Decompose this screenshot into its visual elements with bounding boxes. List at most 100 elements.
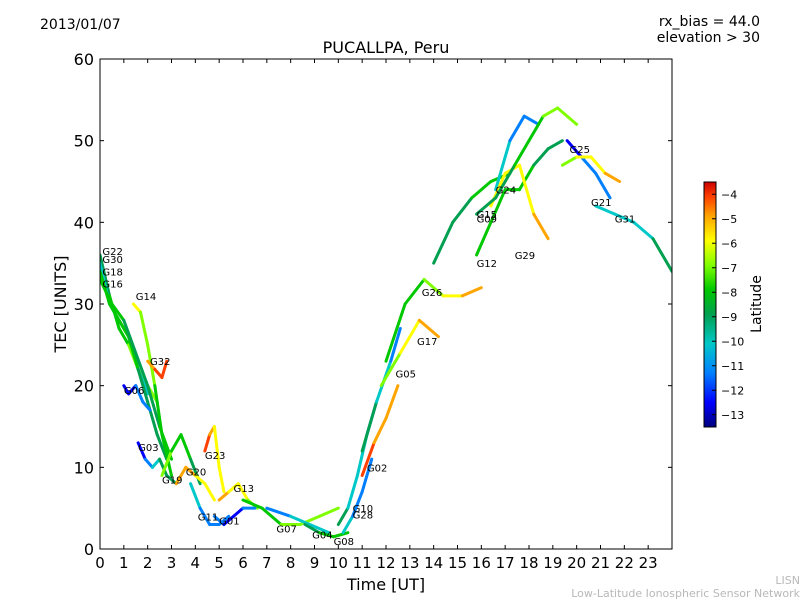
x-tick-label: 19: [543, 554, 562, 572]
series-segment: [389, 327, 402, 363]
series-g23: [203, 425, 226, 494]
series-segment: [517, 163, 536, 192]
y-tick-label: 40: [74, 213, 94, 232]
series-segment: [236, 482, 250, 502]
series-segment: [212, 514, 226, 526]
y-tick-label: 30: [74, 295, 94, 314]
series-segment: [475, 220, 493, 257]
series-segment: [134, 351, 150, 388]
series-segment: [603, 171, 622, 183]
series-segment: [579, 155, 598, 175]
elevation-label: elevation > 30: [656, 30, 760, 46]
series-segment: [341, 514, 355, 535]
x-tick-label: 16: [472, 554, 491, 572]
satellite-label: G23: [205, 451, 225, 462]
series-segment: [589, 155, 607, 175]
series-segment: [153, 367, 164, 379]
colorbar-tick-label: −9: [721, 311, 737, 324]
series-segment: [131, 302, 143, 314]
x-tick-label: 3: [167, 554, 177, 572]
y-tick-label: 60: [74, 50, 94, 69]
series-segment: [513, 139, 531, 167]
series-g05: [360, 327, 402, 453]
series-segment: [594, 204, 617, 216]
credit: LISN Low-Latitude Ionospheric Sensor Net…: [571, 574, 800, 600]
receiver-info: rx_bias = 44.0 elevation > 30: [657, 14, 760, 46]
series-segment: [146, 359, 157, 371]
satellite-label: G30: [102, 255, 122, 266]
satellite-label: G16: [102, 280, 122, 291]
series-segment: [110, 302, 126, 322]
series-segment: [260, 506, 283, 526]
colorbar-tick-label: −7: [721, 262, 737, 275]
credit-short: LISN: [775, 574, 800, 587]
series-segment: [170, 433, 183, 453]
series-segment: [613, 212, 636, 224]
series-segment: [317, 531, 336, 539]
series-segment: [165, 474, 178, 486]
y-tick-label: 10: [74, 458, 94, 477]
colorbar-tick-label: −8: [721, 286, 737, 299]
satellite-label: G10: [353, 504, 373, 515]
satellite-label: G22: [102, 247, 122, 258]
series-segment: [451, 196, 474, 224]
series-segment: [289, 514, 312, 526]
series-segment: [532, 147, 550, 167]
series-segment: [155, 433, 169, 461]
series-segment: [560, 155, 579, 167]
series-segment: [336, 506, 350, 526]
satellite-label: G05: [396, 369, 416, 380]
series-segment: [265, 506, 293, 518]
series-segment: [470, 180, 493, 200]
series-segment: [198, 506, 212, 526]
series-segment: [160, 359, 169, 379]
x-tick-label: 7: [262, 554, 272, 572]
series-segment: [546, 139, 564, 151]
series-segment: [217, 465, 226, 494]
x-tick-label: 12: [376, 554, 395, 572]
x-tick-label: 0: [95, 554, 105, 572]
colorbar-tick-label: −4: [721, 188, 737, 201]
satellite-label: G11: [198, 512, 218, 523]
satellite-label: G09: [477, 214, 497, 225]
series-g01: [212, 506, 257, 526]
series-segment: [160, 433, 173, 477]
satellite-label: G08: [334, 537, 354, 548]
series-g28: [341, 457, 374, 535]
series-segment: [212, 425, 221, 469]
series-g20: [174, 465, 216, 502]
series-segment: [556, 106, 579, 126]
series-g17: [379, 318, 440, 388]
series-segment: [222, 514, 235, 526]
satellite-label: G14: [136, 292, 156, 303]
x-tick-label: 23: [639, 554, 658, 572]
series-segment: [203, 482, 216, 502]
satellite-label: G17: [417, 337, 437, 348]
series-segment: [384, 302, 407, 363]
satellite-label: G18: [102, 267, 122, 278]
satellite-label: G01: [219, 516, 239, 527]
series-segment: [217, 490, 231, 502]
x-tick-label: 10: [329, 554, 348, 572]
series-segment: [494, 139, 512, 192]
series-segment: [150, 457, 162, 469]
series-segment: [158, 457, 169, 477]
x-tick-label: 15: [448, 554, 467, 572]
series-segment: [241, 498, 264, 510]
series-segment: [398, 318, 421, 355]
series-segment: [141, 400, 152, 412]
series-segment: [143, 457, 154, 469]
x-tick-label: 6: [238, 554, 248, 572]
y-tick-label: 0: [84, 540, 94, 559]
series-segment: [100, 253, 112, 298]
series-segment: [372, 416, 388, 445]
colorbar-label: Latitude: [749, 275, 765, 333]
series-g06: [122, 384, 152, 412]
satellite-label: G02: [367, 463, 387, 474]
series-g04: [265, 506, 331, 535]
series-segment: [541, 106, 560, 118]
series-segment: [231, 506, 245, 518]
x-tick-label: 22: [615, 554, 634, 572]
